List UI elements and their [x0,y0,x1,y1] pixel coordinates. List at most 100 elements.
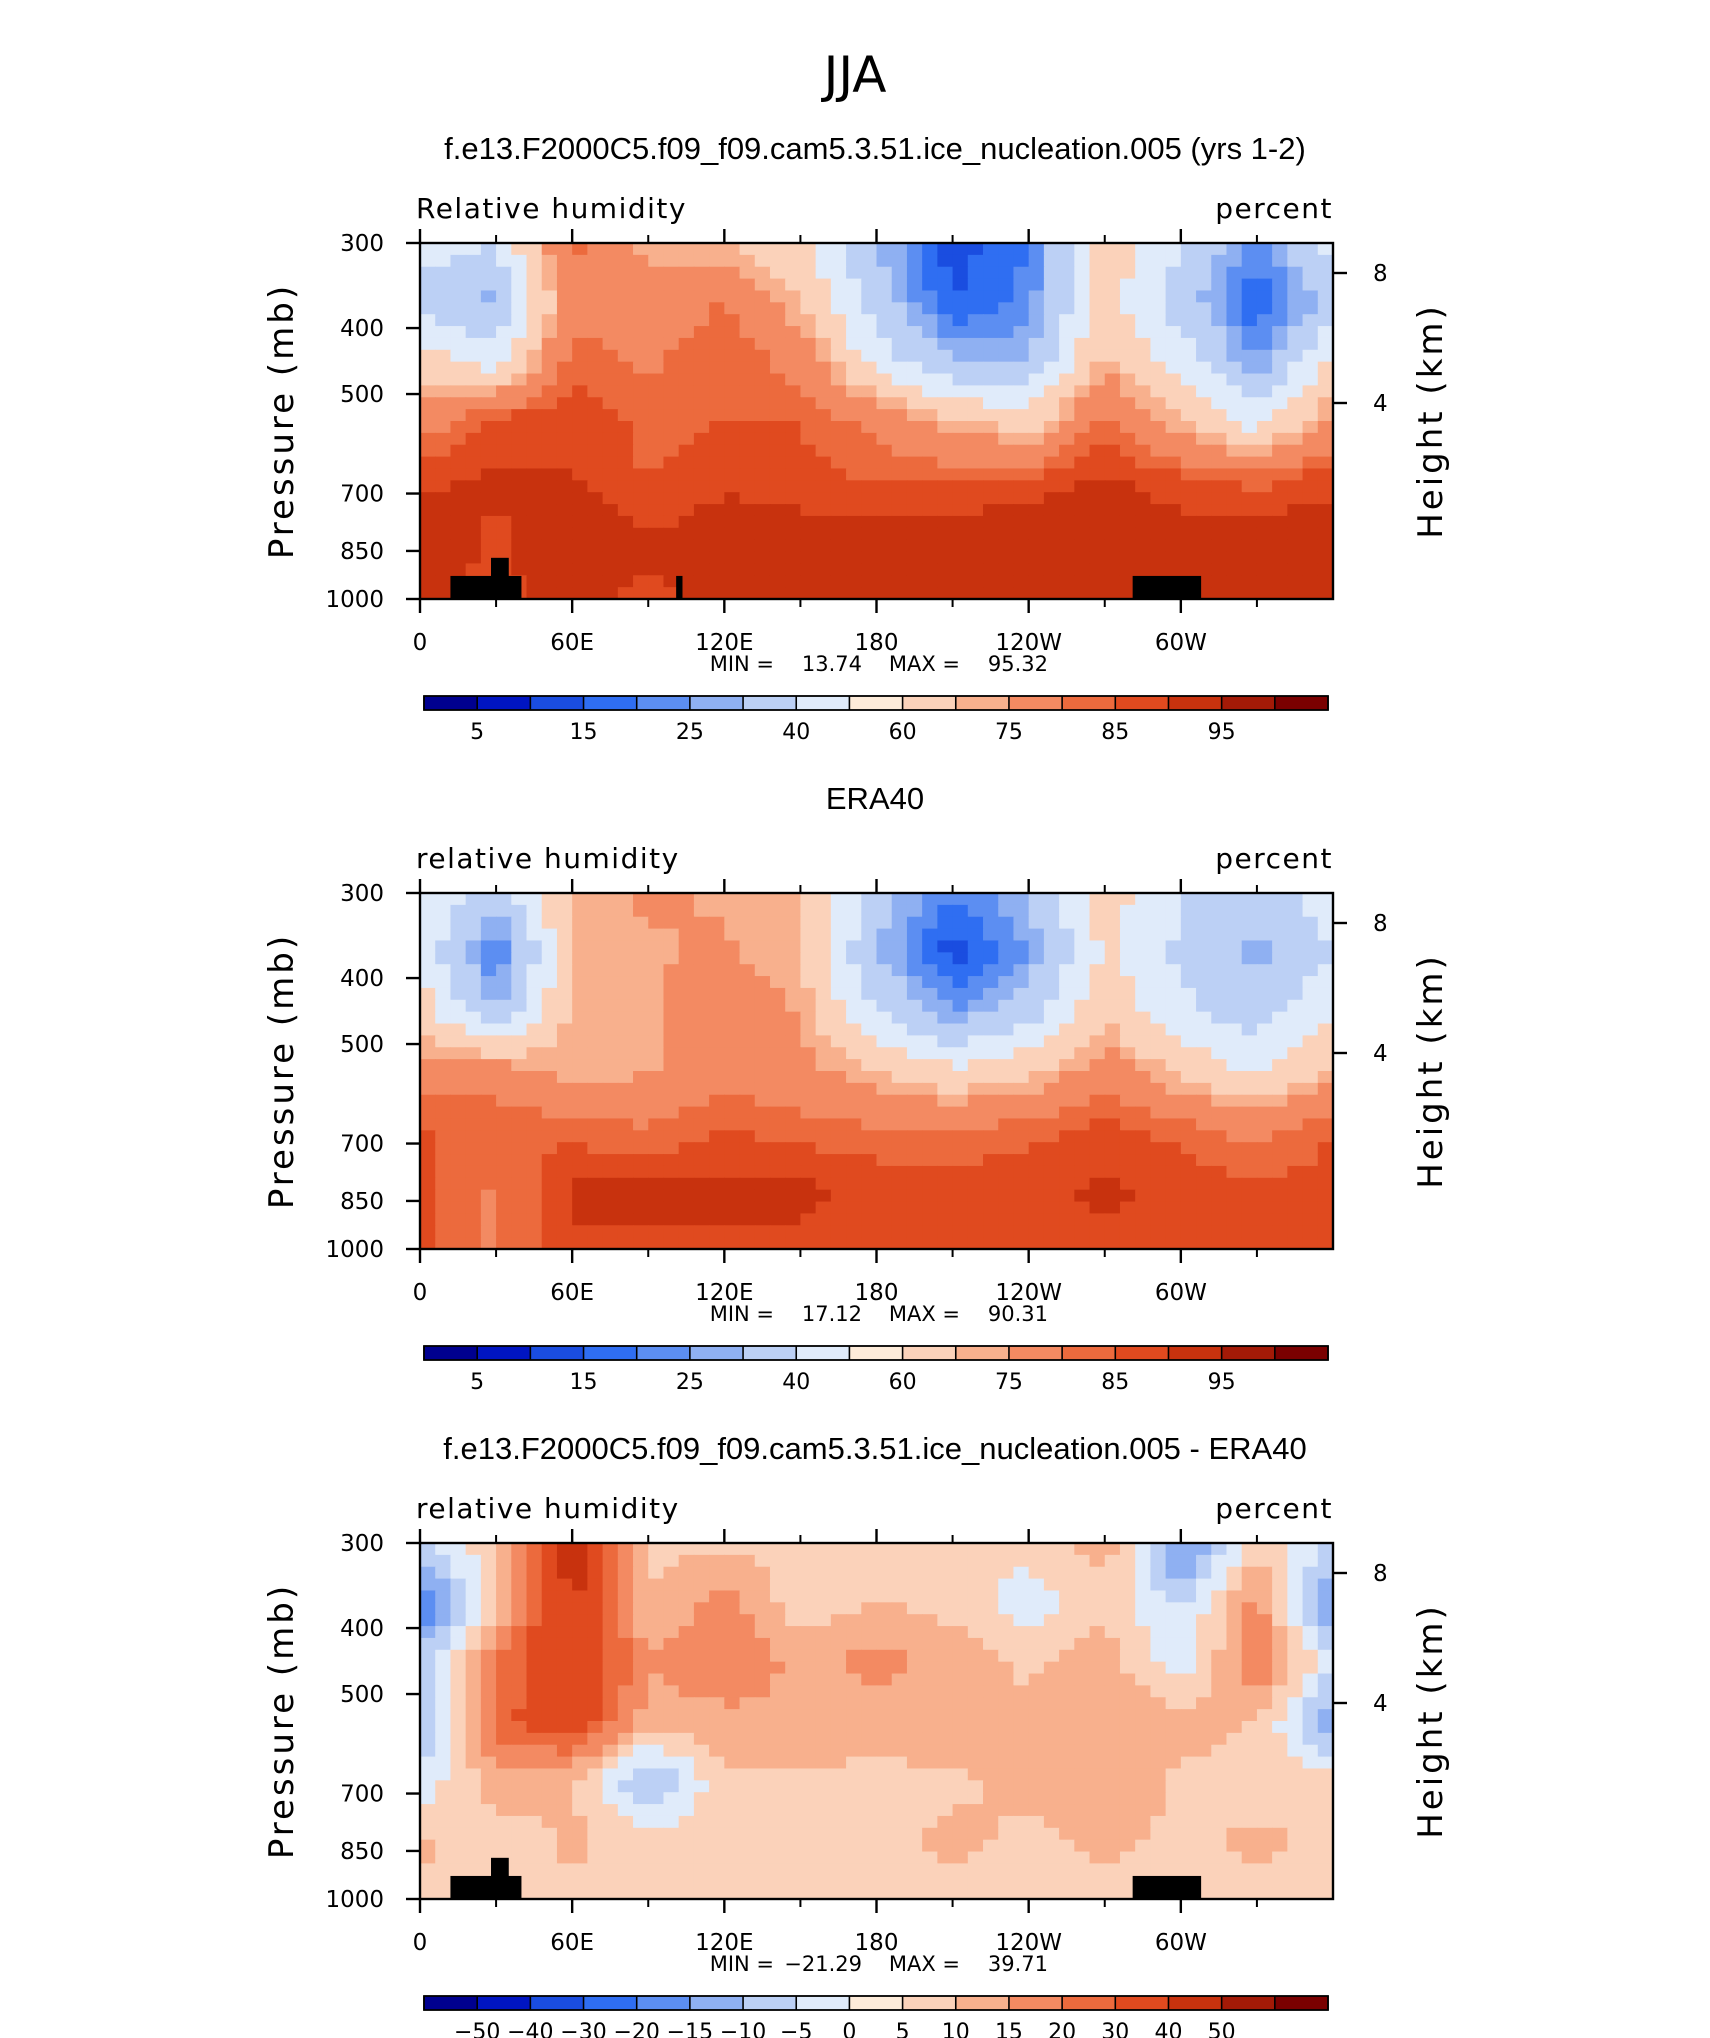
field-cell [952,539,969,553]
field-cell [891,916,908,930]
field-cell [602,397,619,410]
field-cell [724,1661,741,1675]
field-cell [1104,1566,1121,1580]
field-cell [1165,1165,1182,1179]
field-cell [1302,1142,1319,1155]
field-cell [1119,1047,1136,1060]
field-cell [1028,1566,1045,1580]
field-cell [541,480,558,493]
field-cell [1317,480,1333,493]
field-cell [648,1543,665,1556]
field-cell [556,1709,573,1722]
field-cell [967,1744,984,1758]
field-cell [1043,504,1060,517]
field-cell [1104,1732,1121,1746]
field-cell [922,266,938,280]
field-cell [937,1225,954,1238]
field-cell [572,1130,588,1143]
field-cell [693,1071,710,1084]
field-cell [1089,432,1106,446]
field-cell [998,1685,1015,1698]
field-cell [1104,1578,1121,1592]
field-cell [556,373,573,386]
field-cell [526,1685,543,1698]
field-cell [1119,290,1136,303]
field-cell [769,940,786,953]
field-cell [785,302,802,315]
field-cell [998,1626,1015,1639]
field-cell [1165,1225,1182,1238]
height-tick-label: 8 [1373,911,1388,937]
field-cell [1226,1165,1243,1179]
field-cell [709,1590,725,1603]
field-cell [983,373,999,386]
field-cell [967,349,984,363]
field-cell [496,1661,512,1675]
field-cell [724,1106,741,1120]
field-cell [724,916,741,930]
field-cell [587,409,604,422]
field-cell [1196,290,1212,303]
colorbar: 5 15 25 40 60 75 85 95 [423,695,1329,745]
field-cell [1287,1237,1304,1249]
field-cell [815,314,832,327]
field-cell [724,290,741,303]
field-cell [1196,1130,1212,1143]
field-cell [1241,1566,1258,1580]
field-cell [420,302,436,315]
field-cell [1028,432,1045,446]
field-cell [602,1721,619,1734]
field-cell [998,1721,1015,1734]
field-cell [633,1614,649,1627]
field-cell [1196,1685,1212,1698]
field-cell [420,1614,436,1627]
field-cell [983,1237,999,1249]
field-cell [617,492,634,505]
field-cell [983,1225,999,1238]
field-cell [785,1059,802,1072]
field-cell [785,1768,802,1781]
field-cell [678,1011,695,1025]
field-cell [1211,999,1228,1013]
field-cell [435,904,452,918]
field-cell [1104,563,1121,576]
field-cell [633,1661,649,1675]
field-cell [633,1237,649,1249]
field-cell [1135,409,1151,422]
field-cell [998,1094,1015,1108]
field-cell [435,349,452,363]
field-cell [876,1189,893,1203]
field-cell [1302,893,1319,906]
field-cell [511,409,528,422]
field-cell [937,1732,954,1746]
field-cell [1226,1106,1243,1120]
field-cell [511,492,528,505]
field-cell [1272,1023,1288,1036]
field-cell [709,1732,725,1746]
field-cell [1028,976,1045,989]
field-cell [1043,468,1060,481]
field-cell [1074,1225,1091,1238]
field-cell [1013,539,1030,553]
field-cell [1104,1177,1121,1191]
field-cell [937,952,954,965]
field-cell [998,563,1015,576]
field-cell [480,1154,497,1167]
field-cell [739,421,756,434]
field-cell [739,1165,756,1179]
field-cell [602,1118,619,1131]
field-cell [1241,444,1258,458]
field-cell [617,385,634,398]
field-cell [693,1154,710,1167]
field-cell [1226,1189,1243,1203]
field-cell [678,1201,695,1214]
field-cell [1104,1023,1121,1036]
field-cell [1028,916,1045,930]
field-cell [1165,1154,1182,1167]
field-cell [663,1661,680,1675]
field-cell [830,432,847,446]
field-cell [724,1709,741,1722]
field-cell [1226,254,1243,268]
field-cell [815,1118,832,1131]
